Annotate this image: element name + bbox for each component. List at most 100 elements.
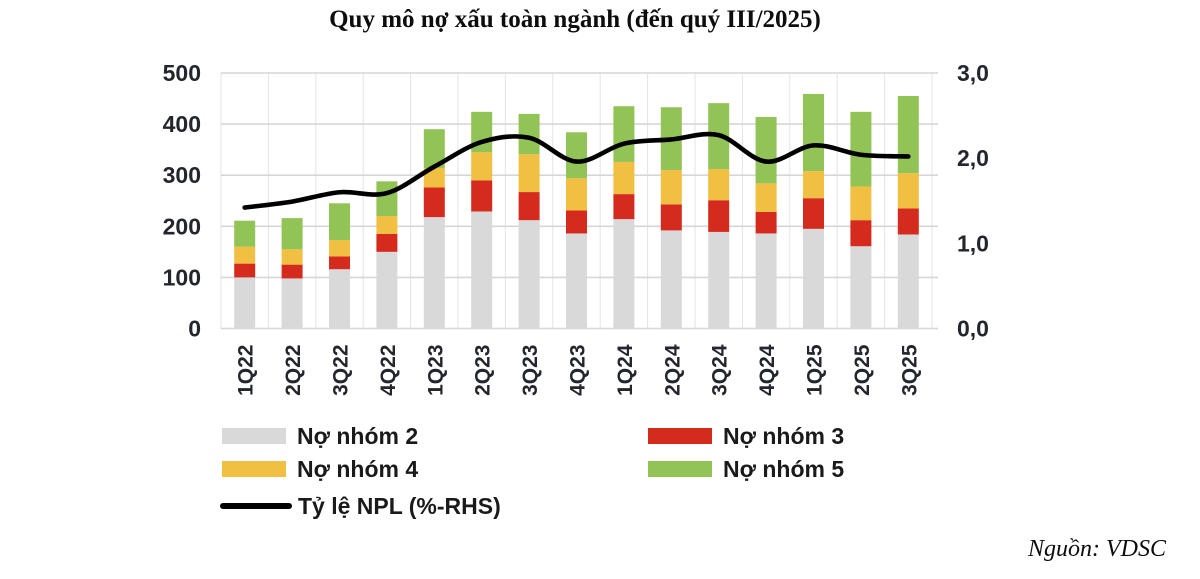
gray-swatch-icon: [222, 428, 286, 444]
x-axis-tick-label: 2Q23: [472, 345, 495, 396]
y-axis-left-tick-label: 200: [163, 213, 201, 239]
bar-segment: [471, 152, 493, 181]
bar-segment: [708, 231, 730, 329]
bar-segment: [755, 116, 777, 184]
bar-segment: [281, 264, 303, 279]
bar-segment: [376, 181, 398, 217]
legend-label-no-nhom-5: Nợ nhóm 5: [723, 455, 845, 482]
legend-item-no-nhom-4: Nợ nhóm 4: [222, 455, 419, 482]
bar-segment: [897, 95, 919, 174]
x-axis-tick-label: 1Q24: [614, 344, 637, 396]
x-axis-tick-label: 1Q25: [804, 344, 827, 396]
bar-segment: [329, 240, 350, 257]
x-axis-tick-label: 1Q23: [424, 345, 447, 396]
bar-segment: [850, 246, 872, 329]
yellow-swatch-icon: [222, 461, 286, 477]
y-axis-left-tick-label: 0: [188, 316, 201, 342]
bar-segment: [897, 208, 919, 235]
bar-segment: [234, 246, 256, 264]
bar-segment: [708, 169, 730, 201]
bar-segment: [803, 198, 824, 229]
x-axis-tick-label: 4Q24: [756, 344, 779, 396]
legend-item-no-nhom-3: Nợ nhóm 3: [648, 422, 845, 449]
bar-segment: [755, 211, 777, 234]
legend-label-no-nhom-3: Nợ nhóm 3: [723, 422, 845, 449]
bar-segment: [518, 192, 540, 221]
bar-segment: [281, 218, 303, 250]
bar-segment: [423, 217, 445, 329]
bar-segment: [613, 161, 635, 195]
bar-segment: [613, 219, 635, 329]
legend-item-npl-line: Tỷ lệ NPL (%-RHS): [220, 492, 501, 519]
legend-item-no-nhom-2: Nợ nhóm 2: [222, 422, 419, 449]
bar-segment: [471, 180, 493, 212]
x-axis-tick-label: 1Q22: [235, 345, 258, 396]
bar-segment: [803, 93, 824, 172]
legend-label-no-nhom-4: Nợ nhóm 4: [297, 455, 419, 482]
legend-label-npl-line: Tỷ lệ NPL (%-RHS): [298, 492, 501, 519]
x-axis-tick-label: 4Q22: [377, 345, 400, 396]
x-axis-tick-label: 3Q25: [898, 344, 921, 396]
bar-segment: [708, 200, 730, 232]
bar-segment: [566, 132, 587, 179]
y-axis-left-tick-label: 300: [163, 162, 201, 188]
bar-segment: [566, 233, 587, 329]
x-axis-tick-label: 3Q22: [330, 345, 353, 396]
x-axis-tick-label: 3Q24: [709, 344, 732, 396]
bar-segment: [850, 220, 872, 247]
bar-segment: [566, 210, 587, 234]
bar-segment: [376, 233, 398, 252]
bar-segment: [234, 277, 256, 329]
bar-segment: [234, 220, 256, 247]
bar-segment: [660, 204, 682, 231]
bar-segment: [423, 187, 445, 218]
bar-segment: [329, 203, 350, 241]
bar-segment: [803, 171, 824, 199]
x-axis-tick-label: 4Q23: [567, 345, 590, 396]
x-axis-tick-label: 2Q25: [851, 344, 874, 396]
y-axis-left-tick-label: 100: [163, 264, 201, 290]
bar-segment: [471, 211, 493, 329]
x-axis-tick-label: 3Q23: [519, 345, 542, 396]
bar-segment: [423, 129, 445, 169]
bar-segment: [281, 278, 303, 329]
bar-segment: [660, 230, 682, 329]
bar-segment: [376, 251, 398, 329]
y-axis-left-tick-label: 400: [163, 111, 201, 137]
bar-segment: [755, 183, 777, 212]
bar-segment: [518, 220, 540, 329]
bar-segment: [518, 154, 540, 193]
legend-item-no-nhom-5: Nợ nhóm 5: [648, 455, 845, 482]
legend-label-no-nhom-2: Nợ nhóm 2: [297, 422, 419, 449]
bar-segment: [660, 170, 682, 205]
npl-line: [242, 131, 911, 210]
bar-segment: [329, 256, 350, 270]
y-axis-right-tick-label: 0,0: [957, 316, 989, 342]
bar-segment: [376, 216, 398, 234]
bar-segment: [613, 106, 635, 162]
y-axis-right-tick-label: 1,0: [957, 230, 989, 256]
red-swatch-icon: [648, 428, 712, 444]
bar-segment: [329, 269, 350, 329]
bar-segment: [803, 228, 824, 329]
bar-segment: [613, 194, 635, 220]
bar-segment: [897, 173, 919, 209]
source-credit: Nguồn: VDSC: [1028, 536, 1166, 562]
x-axis-tick-label: 2Q22: [282, 345, 305, 396]
line-swatch-icon: [220, 503, 292, 509]
bar-segment: [518, 113, 540, 155]
x-axis-tick-label: 2Q24: [661, 344, 684, 396]
bar-segment: [281, 249, 303, 265]
green-swatch-icon: [648, 461, 712, 477]
bar-segment: [566, 178, 587, 211]
bar-segment: [755, 233, 777, 329]
bar-segment: [850, 111, 872, 187]
bar-segment: [234, 263, 256, 278]
bar-segment: [897, 234, 919, 329]
y-axis-right-tick-label: 2,0: [957, 145, 989, 171]
y-axis-left-tick-label: 500: [163, 60, 201, 86]
chart-title: Quy mô nợ xấu toàn ngành (đến quý III/20…: [329, 6, 821, 33]
y-axis-right-tick-label: 3,0: [957, 60, 989, 86]
